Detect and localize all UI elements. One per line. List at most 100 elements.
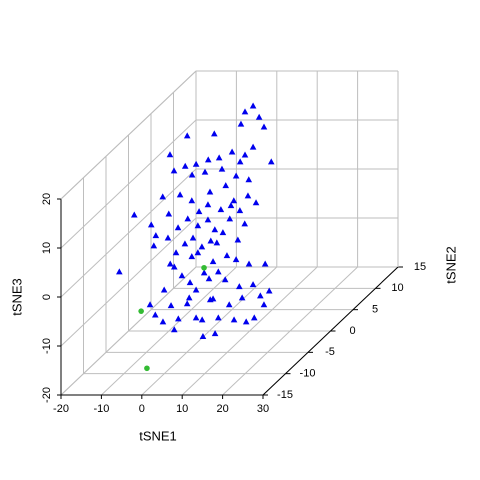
x-tick-label: 30 bbox=[257, 403, 269, 415]
point bbox=[238, 294, 246, 301]
point bbox=[218, 165, 226, 172]
grid-line bbox=[60, 217, 197, 347]
y-tick-label: 5 bbox=[372, 304, 378, 316]
point bbox=[211, 330, 219, 337]
point bbox=[245, 260, 253, 267]
point bbox=[206, 296, 214, 303]
point bbox=[237, 120, 245, 127]
point bbox=[178, 272, 186, 279]
x-axis-title: tSNE1 bbox=[139, 428, 177, 443]
point bbox=[201, 168, 209, 175]
point bbox=[165, 210, 173, 217]
point bbox=[265, 287, 273, 294]
point bbox=[213, 239, 221, 246]
point bbox=[188, 197, 196, 204]
point bbox=[172, 249, 180, 256]
y-tick-label: -10 bbox=[300, 368, 316, 380]
point bbox=[249, 143, 257, 150]
point bbox=[207, 237, 215, 244]
point bbox=[170, 326, 178, 333]
point bbox=[159, 318, 167, 325]
point bbox=[236, 283, 243, 290]
point bbox=[181, 162, 189, 169]
point bbox=[221, 276, 229, 283]
point bbox=[249, 102, 257, 109]
y-tick-label: 10 bbox=[391, 282, 403, 294]
point bbox=[151, 311, 159, 318]
y-tick-label: 15 bbox=[414, 261, 426, 273]
point bbox=[236, 158, 244, 165]
point bbox=[244, 192, 252, 199]
point bbox=[188, 171, 196, 178]
y-tick-label: -15 bbox=[277, 389, 293, 401]
point bbox=[211, 226, 219, 233]
point bbox=[192, 286, 200, 293]
point bbox=[227, 202, 235, 209]
point bbox=[152, 232, 160, 239]
point bbox=[189, 234, 197, 241]
z-tick-label: 10 bbox=[41, 242, 53, 254]
point bbox=[225, 301, 233, 308]
x-tick-label: 20 bbox=[216, 403, 228, 415]
point bbox=[170, 263, 178, 270]
point bbox=[200, 269, 208, 276]
point bbox=[204, 201, 212, 208]
point bbox=[181, 240, 189, 247]
point bbox=[176, 191, 184, 198]
point bbox=[228, 148, 236, 155]
point bbox=[209, 258, 217, 265]
point bbox=[226, 215, 234, 222]
point bbox=[146, 301, 154, 308]
point bbox=[204, 216, 212, 223]
point bbox=[138, 308, 144, 314]
point bbox=[198, 243, 206, 250]
y-tick-label: -5 bbox=[325, 346, 335, 358]
x-tick-label: 10 bbox=[176, 403, 188, 415]
grid-line bbox=[60, 168, 197, 298]
point bbox=[211, 130, 218, 137]
point bbox=[260, 301, 268, 308]
point bbox=[250, 314, 258, 321]
point bbox=[147, 221, 155, 228]
point bbox=[194, 249, 202, 256]
point bbox=[257, 292, 264, 299]
point bbox=[241, 108, 249, 115]
point bbox=[205, 275, 213, 282]
z-tick-label: -20 bbox=[41, 387, 53, 403]
point bbox=[198, 316, 206, 323]
point bbox=[204, 156, 212, 163]
point bbox=[175, 315, 182, 322]
point bbox=[192, 160, 200, 167]
point bbox=[206, 188, 214, 195]
point bbox=[249, 281, 257, 288]
point bbox=[215, 314, 222, 321]
point bbox=[223, 252, 231, 259]
z-axis-title: tSNE3 bbox=[9, 278, 24, 316]
z-tick-label: -10 bbox=[41, 338, 53, 354]
z-tick-label: 20 bbox=[41, 193, 53, 205]
point bbox=[167, 302, 175, 309]
point bbox=[255, 113, 263, 120]
point bbox=[174, 224, 182, 231]
y-axis-title: tSNE2 bbox=[443, 246, 458, 284]
z-tick-label: 0 bbox=[41, 294, 53, 300]
y-tick-label: 0 bbox=[349, 325, 355, 337]
axis-line bbox=[262, 266, 399, 396]
point bbox=[245, 176, 253, 183]
point bbox=[192, 314, 200, 321]
point bbox=[160, 286, 168, 293]
point bbox=[184, 215, 192, 222]
point bbox=[230, 197, 238, 204]
point bbox=[195, 208, 203, 215]
point bbox=[215, 154, 223, 161]
point bbox=[186, 279, 194, 286]
x-tick-label: -10 bbox=[93, 403, 109, 415]
point bbox=[241, 151, 249, 158]
point bbox=[261, 260, 269, 267]
box-edge bbox=[60, 70, 197, 200]
point bbox=[194, 222, 202, 229]
point bbox=[144, 365, 150, 372]
point bbox=[260, 123, 268, 130]
point bbox=[199, 333, 207, 340]
